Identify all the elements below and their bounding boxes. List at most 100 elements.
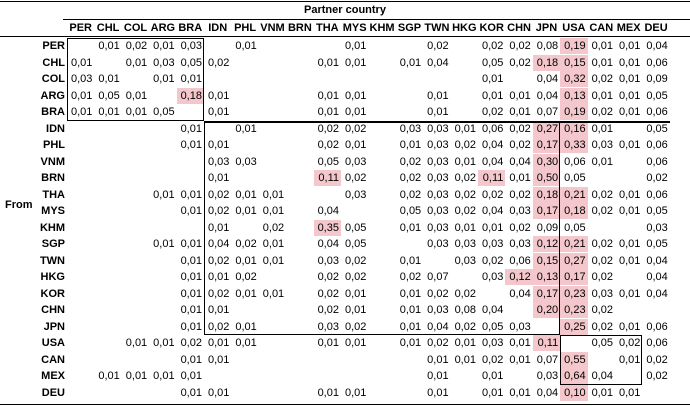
column-header-deu: DEU — [644, 22, 668, 34]
table-cell — [396, 71, 423, 87]
table-cell: 0,01 — [207, 271, 230, 283]
table-cell — [67, 121, 94, 137]
table-cell: 0,03 — [427, 122, 449, 135]
table-cell: 0,01 — [618, 287, 641, 300]
table-cell: 0,27 — [532, 120, 561, 137]
table-cell — [286, 236, 313, 252]
table-cell — [122, 220, 149, 236]
table-cell: 0,03 — [153, 56, 175, 69]
table-cell — [204, 368, 231, 384]
table-cell: 0,06 — [564, 155, 586, 168]
column-header-mys: MYS — [342, 22, 367, 34]
table-cell — [259, 319, 286, 335]
table-cell: 0,02 — [591, 73, 613, 85]
table-cell: 0,01 — [125, 370, 148, 382]
table-cell — [286, 71, 313, 87]
table-cell: 0,03 — [344, 155, 367, 168]
table-cell — [67, 170, 94, 186]
column-header-idn: IDN — [208, 22, 228, 34]
table-cell: 0,05 — [98, 89, 120, 102]
table-cell: 0,01 — [481, 89, 504, 102]
table-cell: 0,02 — [509, 139, 531, 151]
table-cell: 0,32 — [560, 71, 588, 87]
table-cell — [368, 154, 395, 170]
table-cell: 0,03 — [509, 320, 531, 333]
table-cell: 0,04 — [317, 205, 339, 217]
column-header-chl: CHL — [96, 22, 120, 34]
table-cell: 0,05 — [344, 238, 367, 250]
table-cell: 0,01 — [235, 188, 257, 201]
table-cell — [286, 121, 313, 137]
table-cell — [615, 368, 642, 384]
table-cell: 0,01 — [180, 271, 202, 283]
table-cell: 0,01 — [207, 304, 230, 316]
table-cell: 0,03 — [207, 155, 230, 168]
table-cell: 0,02 — [207, 254, 230, 267]
table-cell — [67, 352, 94, 368]
table-cell: 0,01 — [344, 304, 367, 316]
table-cell: 0,04 — [481, 155, 504, 168]
table-cell — [231, 88, 258, 104]
table-cell — [286, 88, 313, 104]
column-header-khm: KHM — [369, 22, 395, 34]
table-cell: 0,01 — [344, 287, 367, 300]
table-cell — [67, 137, 94, 153]
table-cell: 0,02 — [207, 287, 230, 300]
table-cell — [286, 335, 313, 351]
table-cell — [94, 55, 121, 71]
table-cell: 0,06 — [646, 155, 668, 168]
table-cell: 0,01 — [618, 353, 641, 366]
table-cell: 0,02 — [481, 353, 504, 366]
table-cell — [149, 220, 176, 236]
table-cell — [423, 253, 450, 269]
table-cell: 0,01 — [180, 205, 202, 217]
table-cell — [122, 236, 149, 252]
table-cell — [423, 71, 450, 87]
table-cell: 0,02 — [454, 188, 476, 201]
table-cell — [204, 38, 231, 54]
table-cell: 0,03 — [427, 304, 449, 316]
table-cell: 0,11 — [478, 170, 506, 186]
table-cell: 0,02 — [646, 370, 668, 382]
table-cell: 0,01 — [207, 106, 230, 118]
table-cell: 0,18 — [176, 87, 204, 104]
table-cell: 0,03 — [591, 139, 613, 151]
table-cell: 0,01 — [98, 370, 120, 382]
table-cell: 0,02 — [618, 337, 641, 349]
table-cell: 0,04 — [427, 320, 449, 333]
table-cell: 0,02 — [591, 254, 613, 267]
table-cell — [94, 335, 121, 351]
table-cell — [368, 302, 395, 318]
table-cell — [259, 302, 286, 318]
table-cell: 0,01 — [235, 320, 257, 333]
table-cell: 0,01 — [618, 386, 641, 399]
table-cell: 0,01 — [153, 188, 175, 201]
table-cell: 0,01 — [180, 287, 202, 300]
table-cell — [122, 302, 149, 318]
table-cell: 0,18 — [560, 203, 588, 219]
table-cell: 0,01 — [427, 353, 449, 366]
table-cell: 0,01 — [317, 89, 339, 102]
table-cell — [368, 335, 395, 351]
table-cell: 0,01 — [344, 56, 367, 69]
table-rule — [0, 36, 690, 37]
column-header-twn: TWN — [424, 22, 450, 34]
table-cell: 0,27 — [560, 252, 588, 269]
table-cell — [396, 236, 423, 252]
table-cell: 0,02 — [235, 271, 257, 283]
table-cell: 0,02 — [591, 304, 613, 316]
table-cell: 0,01 — [454, 353, 476, 366]
table-cell: 0,01 — [262, 205, 285, 217]
table-cell: 0,03 — [536, 370, 559, 382]
table-cell — [259, 55, 286, 71]
table-cell: 0,02 — [207, 320, 230, 333]
table-cell: 0,03 — [509, 238, 531, 250]
table-cell: 0,05 — [646, 89, 668, 102]
table-cell: 0,01 — [591, 40, 613, 52]
table-cell: 0,01 — [509, 172, 531, 184]
table-cell: 0,04 — [646, 40, 668, 52]
table-cell: 0,04 — [427, 56, 449, 69]
table-cell: 0,03 — [427, 188, 449, 201]
table-cell — [259, 335, 286, 351]
table-cell — [259, 385, 286, 401]
